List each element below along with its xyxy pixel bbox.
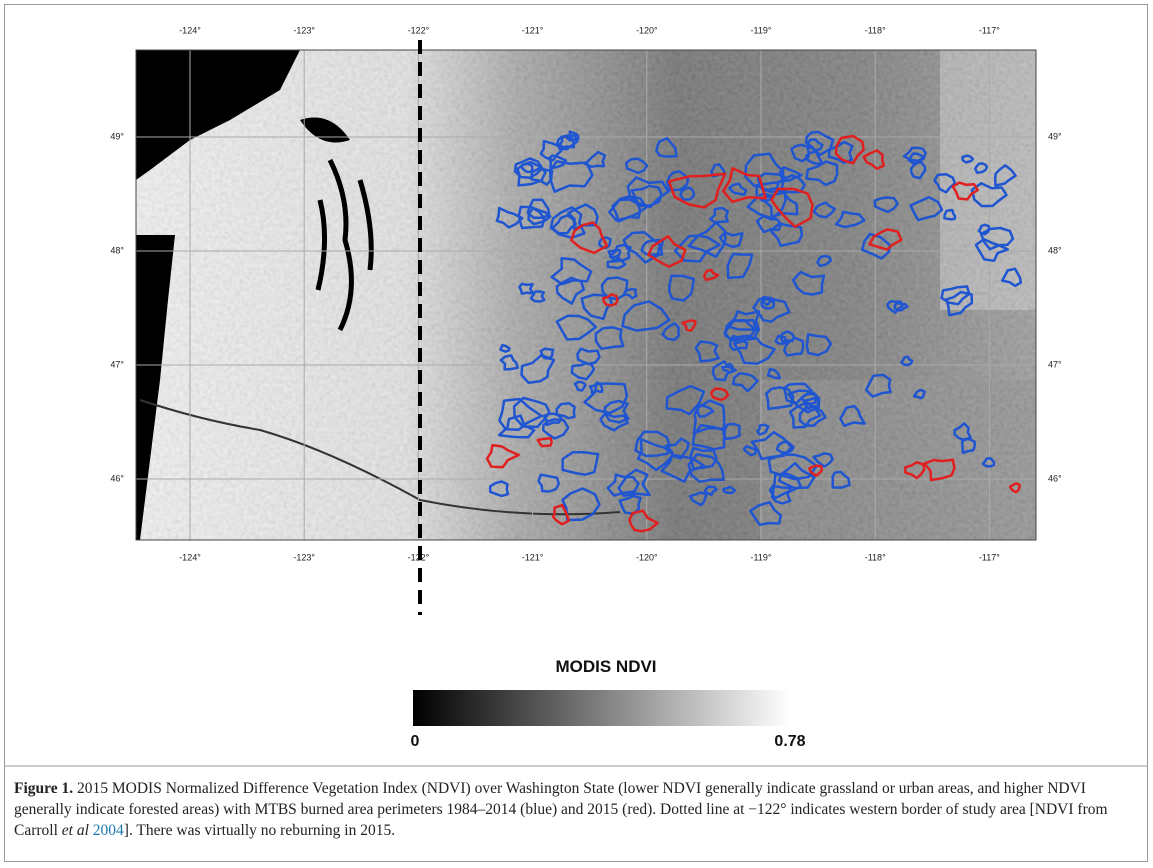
- map-image: [136, 50, 1036, 540]
- lon-label-bottom: -118°: [865, 552, 886, 562]
- lat-label-left: 48°: [110, 245, 124, 255]
- lon-label-bottom: -120°: [636, 552, 658, 562]
- colorbar: [413, 690, 790, 726]
- lon-label-top: -122°: [408, 25, 430, 35]
- lon-label-top: -124°: [179, 25, 201, 35]
- lon-label-bottom: -121°: [522, 552, 544, 562]
- caption-label: Figure 1.: [14, 780, 73, 797]
- lat-label-right: 47°: [1048, 359, 1062, 369]
- lon-label-top: -118°: [865, 25, 886, 35]
- lat-label-left: 46°: [110, 473, 124, 483]
- citation-link[interactable]: 2004: [93, 822, 124, 839]
- lon-label-bottom: -119°: [751, 552, 772, 562]
- caption-tail: ]. There was virtually no reburning in 2…: [124, 822, 395, 839]
- lat-label-right: 46°: [1048, 473, 1062, 483]
- figure: -124°-124°-123°-123°-122°-122°-121°-121°…: [0, 0, 1153, 770]
- colorbar-title: MODIS NDVI: [555, 657, 656, 676]
- caption: Figure 1. 2015 MODIS Normalized Differen…: [14, 778, 1139, 841]
- lat-label-right: 49°: [1048, 131, 1062, 141]
- lat-label-left: 47°: [110, 359, 124, 369]
- lon-label-top: -123°: [293, 25, 315, 35]
- lon-label-bottom: -123°: [293, 552, 315, 562]
- lat-label-right: 48°: [1048, 245, 1062, 255]
- lon-label-top: -121°: [522, 25, 544, 35]
- lon-label-bottom: -124°: [179, 552, 201, 562]
- lon-label-bottom: -117°: [979, 552, 1000, 562]
- colorbar-max: 0.78: [774, 733, 805, 750]
- lon-label-top: -120°: [636, 25, 658, 35]
- caption-italic: et al: [62, 822, 89, 839]
- lon-label-top: -119°: [751, 25, 772, 35]
- page: -124°-124°-123°-123°-122°-122°-121°-121°…: [0, 0, 1153, 868]
- lat-label-left: 49°: [110, 131, 124, 141]
- colorbar-min: 0: [411, 733, 420, 750]
- lon-label-top: -117°: [979, 25, 1000, 35]
